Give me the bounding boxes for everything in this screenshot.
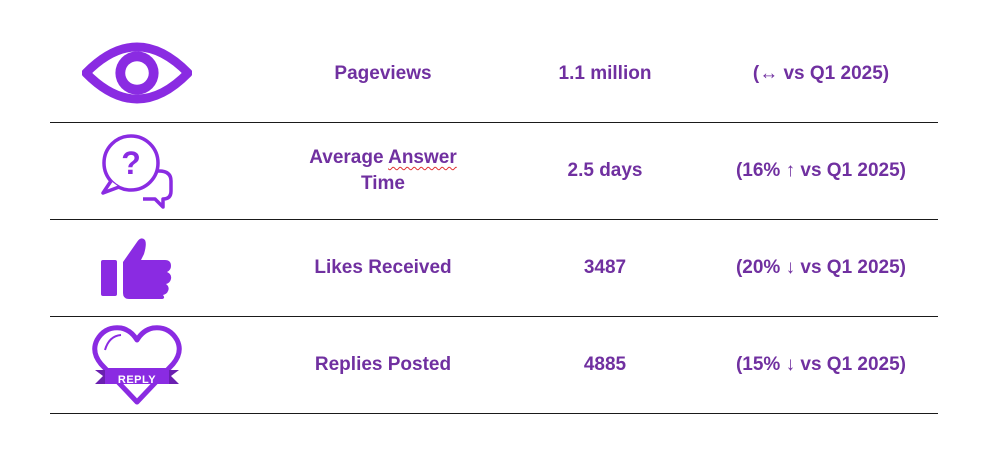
table-row-likes-received: Likes Received 3487 (20% ↓ vs Q1 2025) xyxy=(50,220,938,317)
metric-label-line2: Time xyxy=(360,173,405,194)
metric-change: (20% ↓ vs Q1 2025) xyxy=(735,257,907,278)
metric-value: 1.1 million xyxy=(558,62,652,84)
metric-value: 4885 xyxy=(583,354,627,375)
reply-heart-icon: REPLY xyxy=(82,325,192,405)
table-row-average-answer-time: ? Average Answer Time 2.5 days (16% ↑ vs… xyxy=(50,123,938,220)
metric-change: (16% ↑ vs Q1 2025) xyxy=(735,160,907,181)
thumbs-up-icon xyxy=(82,228,192,308)
svg-text:?: ? xyxy=(121,145,141,181)
metric-label: Average Answer Time xyxy=(270,123,496,219)
table-row-replies-posted: REPLY Replies Posted 4885 (15% ↓ vs Q1 2… xyxy=(50,317,938,414)
metric-value: 3487 xyxy=(583,257,627,278)
metric-label-line1: Average Answer xyxy=(309,147,457,168)
spellcheck-word: Answer xyxy=(388,147,457,168)
metric-label: Pageviews xyxy=(334,62,432,84)
metric-change: (15% ↓ vs Q1 2025) xyxy=(735,354,907,375)
reply-label: REPLY xyxy=(117,374,157,386)
metric-label: Replies Posted xyxy=(314,354,452,375)
metric-change: (↔ vs Q1 2025) xyxy=(752,62,890,84)
metrics-table: Pageviews 1.1 million (↔ vs Q1 2025) ? A… xyxy=(50,25,938,414)
table-row-pageviews: Pageviews 1.1 million (↔ vs Q1 2025) xyxy=(50,25,938,123)
metric-value: 2.5 days xyxy=(567,160,643,181)
question-chat-icon: ? xyxy=(82,131,192,211)
eye-icon xyxy=(82,33,192,113)
metric-label: Likes Received xyxy=(314,257,452,278)
